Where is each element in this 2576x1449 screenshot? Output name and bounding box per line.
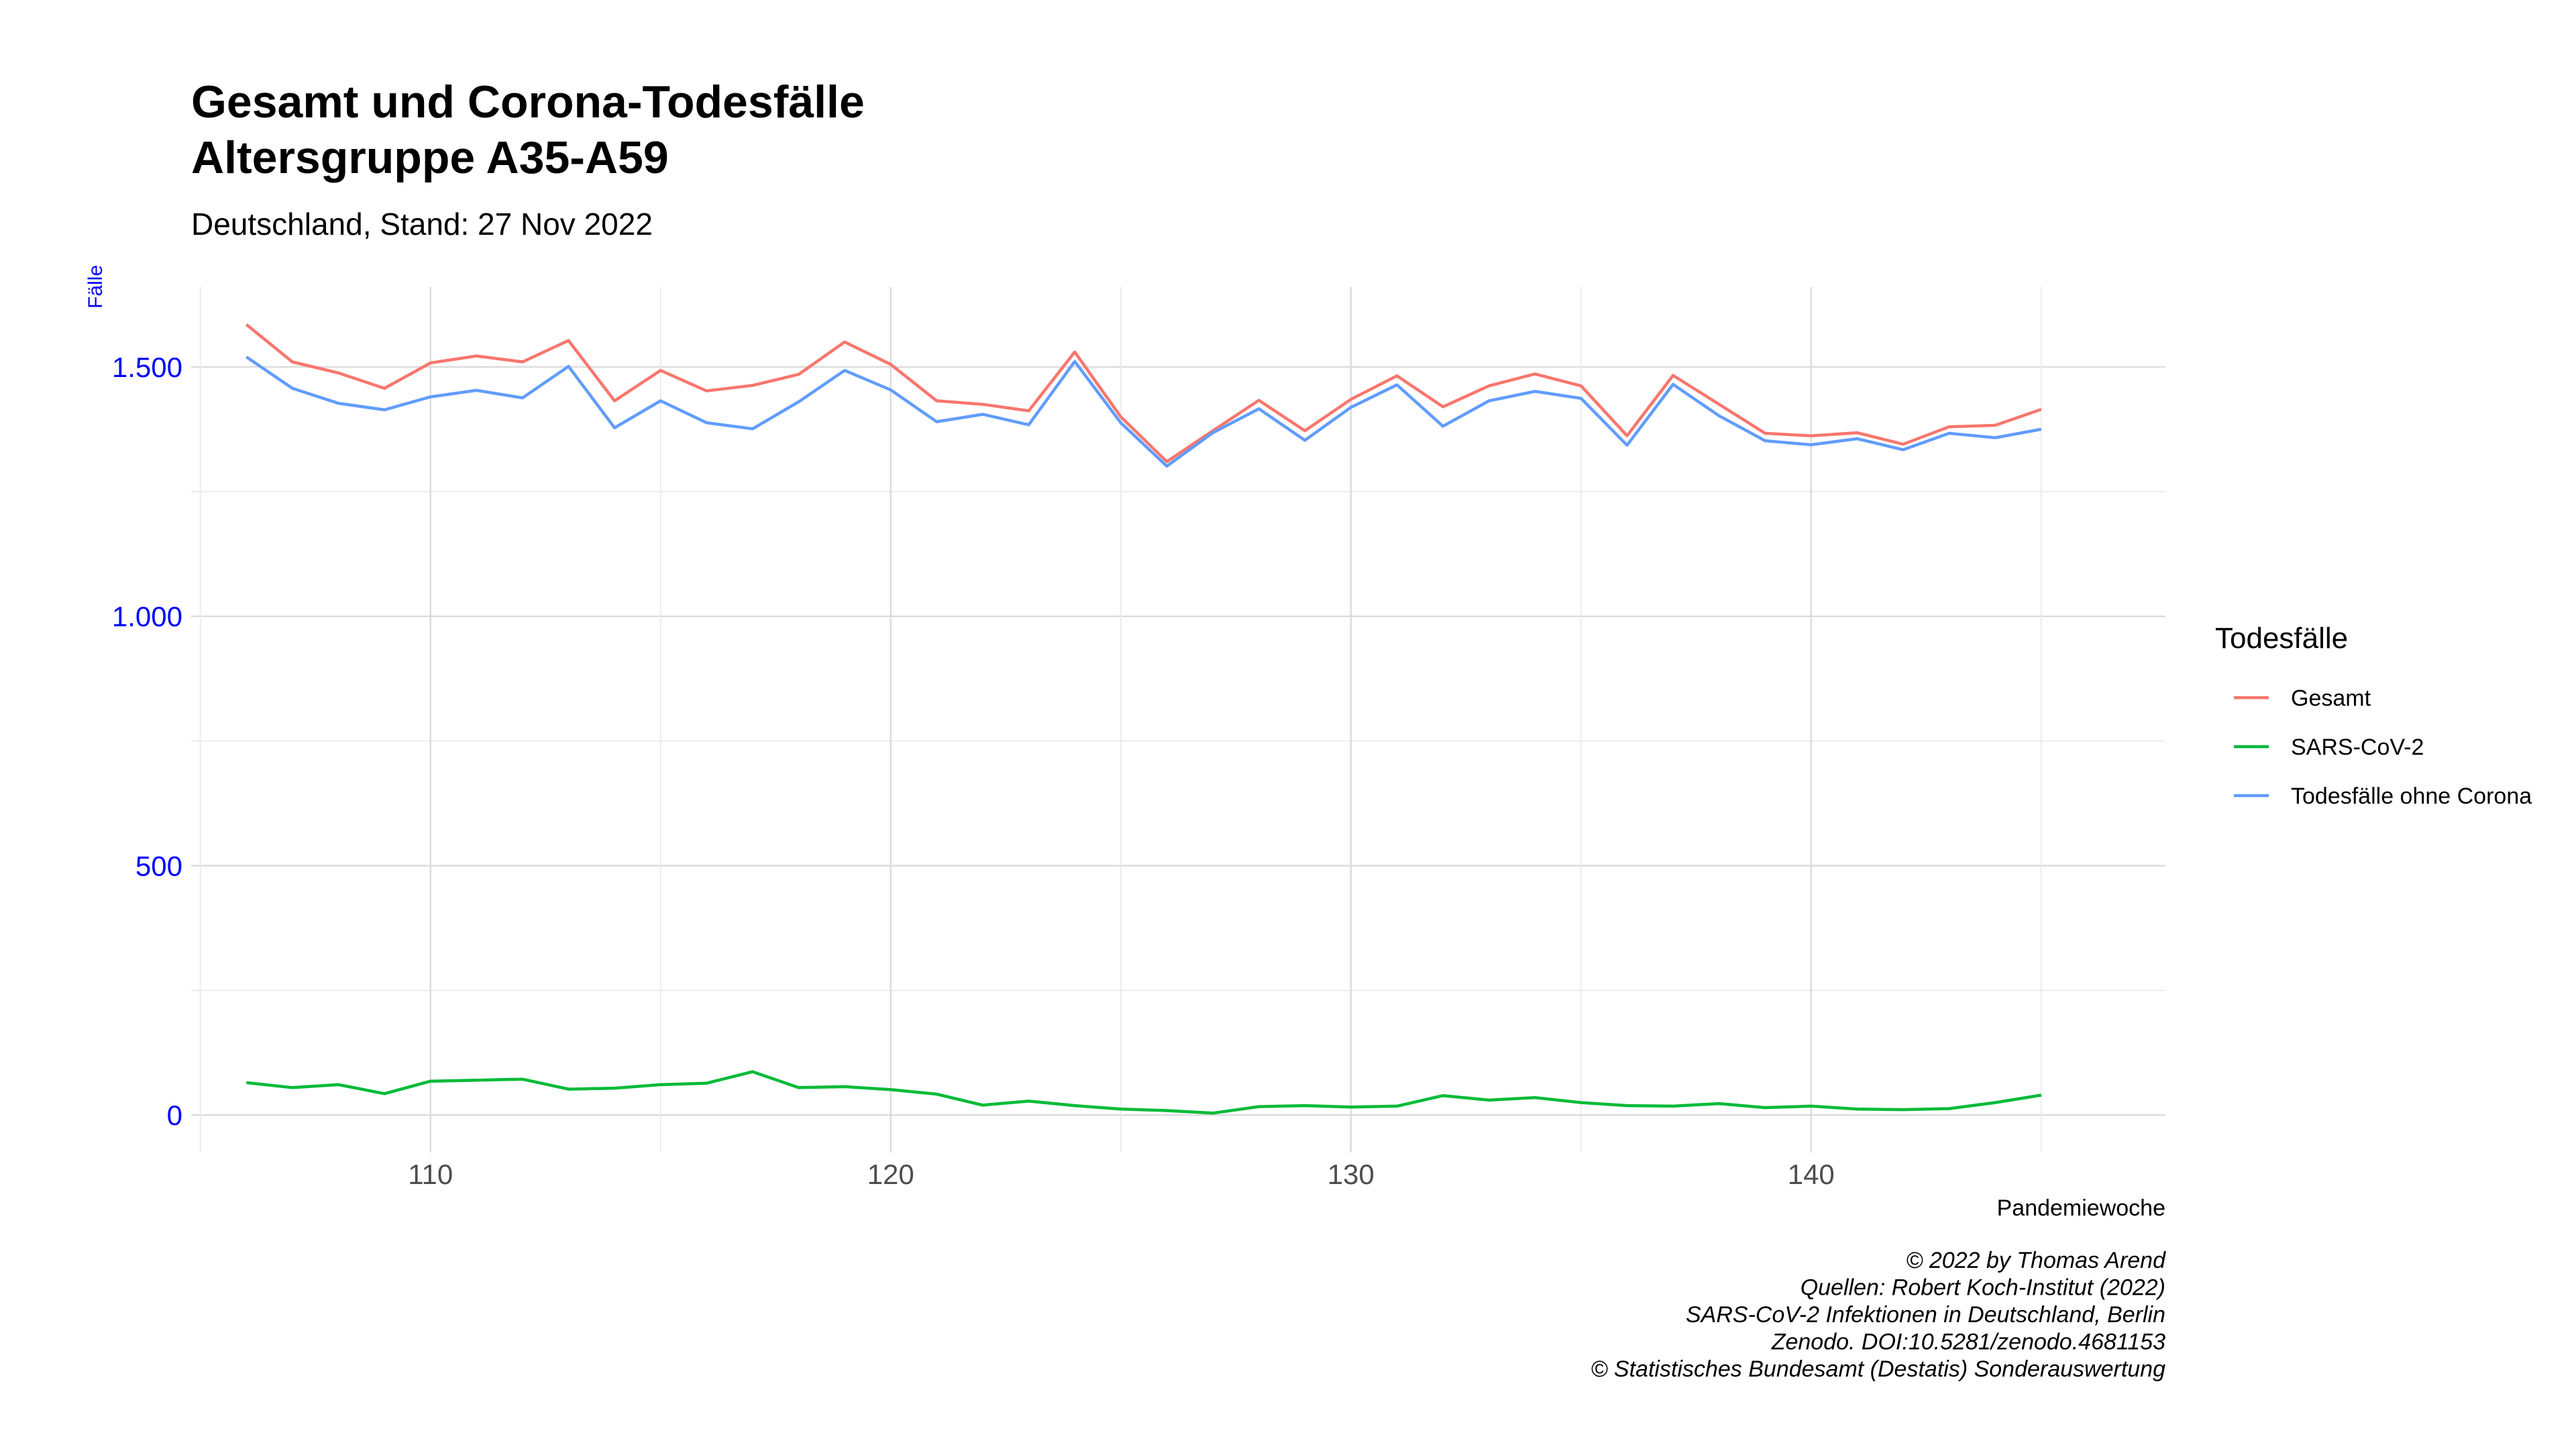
caption-line: SARS-CoV-2 Infektionen in Deutschland, B… — [1686, 1302, 2165, 1328]
caption-line: © 2022 by Thomas Arend — [1906, 1248, 2166, 1273]
caption-line: Quellen: Robert Koch-Institut (2022) — [1801, 1275, 2165, 1301]
x-axis-label: Pandemiewoche — [1997, 1195, 2165, 1221]
chart-title-line1: Gesamt und Corona-Todesfälle — [191, 76, 865, 127]
series-lines — [245, 323, 2042, 1115]
y-tick-label: 0 — [167, 1099, 182, 1131]
legend: Todesfälle Gesamt SARS-CoV-2 Todesfälle oh… — [2215, 622, 2532, 809]
series-line-gesamt — [245, 323, 2042, 464]
x-tick-label: 140 — [1788, 1159, 1835, 1190]
y-tick-label: 1.500 — [112, 352, 182, 383]
legend-entry-label: Todesfälle ohne Corona — [2291, 784, 2532, 809]
legend-title: Todesfälle — [2215, 622, 2348, 655]
x-axis-ticks: 110 120 130 140 — [408, 1159, 1835, 1190]
x-tick-label: 130 — [1328, 1159, 1375, 1190]
chart-title-line2: Altersgruppe A35-A59 — [191, 132, 669, 183]
legend-entry-label: SARS-CoV-2 — [2291, 735, 2424, 760]
y-tick-label: 500 — [136, 850, 182, 881]
chart-subtitle: Deutschland, Stand: 27 Nov 2022 — [191, 207, 653, 241]
y-tick-label: 1.000 — [112, 601, 182, 633]
series-line-todesf-lle-ohne-corona — [246, 356, 2042, 468]
series-line-sars-cov-2 — [246, 1070, 2042, 1115]
x-tick-label: 110 — [408, 1159, 453, 1190]
y-axis-label: Fälle — [85, 265, 107, 309]
y-axis-ticks: 0 500 1.000 1.500 — [112, 352, 182, 1131]
legend-entry-label: Gesamt — [2291, 686, 2371, 711]
caption-line: © Statistisches Bundesamt (Destatis) Son… — [1591, 1356, 2165, 1382]
x-tick-label: 120 — [867, 1159, 914, 1190]
caption-line: Zenodo. DOI:10.5281/zenodo.4681153 — [1771, 1330, 2165, 1355]
grid-lines — [191, 287, 2165, 1152]
